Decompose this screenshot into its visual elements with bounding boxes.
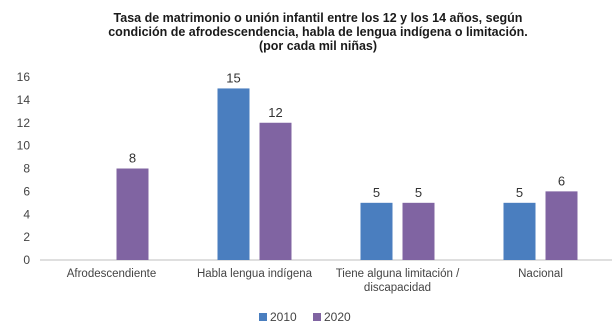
y-tick-label: 8 [23, 162, 30, 176]
y-tick-label: 4 [23, 207, 30, 221]
chart-title-line: condición de afrodescendencia, habla de … [108, 25, 528, 39]
legend-label: 2010 [270, 310, 297, 324]
bar-2020 [259, 122, 292, 260]
data-label: 5 [516, 185, 523, 200]
y-tick-label: 2 [23, 230, 30, 244]
data-label: 15 [226, 70, 240, 85]
data-label: 5 [415, 185, 422, 200]
category-label: Tiene alguna limitación / [336, 268, 460, 280]
category-label: Habla lengua indígena [197, 268, 313, 280]
category-labels: Afrodescendiente Habla lengua indígena Tie… [67, 268, 563, 294]
chart-title-line: (por cada mil niñas) [259, 39, 377, 53]
bar-2020 [116, 168, 149, 260]
bar-2010 [360, 202, 393, 260]
y-axis-ticks: 0 2 4 6 8 10 12 14 16 [17, 70, 31, 267]
data-label: 8 [129, 151, 136, 166]
legend-label: 2020 [324, 310, 351, 324]
data-label: 5 [373, 185, 380, 200]
bar-2010 [503, 202, 536, 260]
data-label: 6 [558, 173, 565, 188]
legend-swatch [259, 313, 267, 321]
y-tick-label: 16 [17, 70, 31, 84]
category-label: discapacidad [364, 282, 431, 294]
y-tick-label: 10 [17, 139, 31, 153]
y-tick-label: 0 [23, 253, 30, 267]
y-tick-label: 12 [17, 116, 31, 130]
data-label: 12 [268, 105, 282, 120]
data-labels: 8 15 12 5 5 5 6 [129, 70, 565, 199]
bar-2010 [217, 88, 250, 260]
category-label: Afrodescendiente [67, 268, 157, 280]
y-tick-label: 14 [17, 93, 31, 107]
legend-swatch [313, 313, 321, 321]
bars [116, 88, 578, 260]
chart-title-line: Tasa de matrimonio o unión infantil entr… [114, 11, 523, 25]
category-label: Nacional [518, 268, 563, 280]
bar-2020 [402, 202, 435, 260]
y-tick-label: 6 [23, 184, 30, 198]
bar-2020 [545, 191, 578, 260]
legend: 2010 2020 [259, 310, 351, 324]
chart-title: Tasa de matrimonio o unión infantil entr… [108, 11, 528, 53]
